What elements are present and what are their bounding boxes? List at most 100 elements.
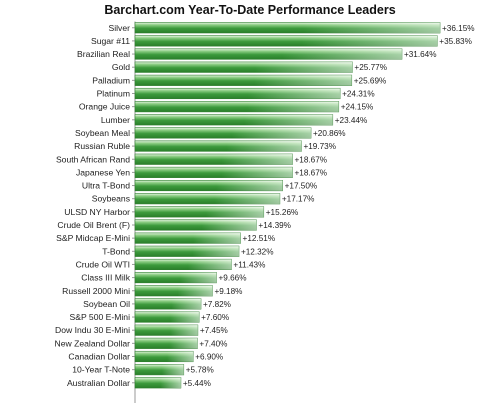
bar-highlight [135,193,280,204]
category-label: Silver [109,23,131,33]
category-label: Ultra T-Bond [82,181,130,191]
category-label: Russell 2000 Mini [62,286,130,296]
value-label: +18.67% [295,168,328,177]
category-label: Russian Ruble [74,141,130,151]
bar-highlight [135,140,302,152]
bar [134,377,182,389]
category-label: Australian Dollar [67,378,130,388]
value-label: +25.77% [354,63,387,72]
value-label: +35.83% [439,37,472,46]
bar [134,180,283,192]
bar-highlight [135,377,181,389]
value-label: +7.60% [201,313,229,322]
bar [134,74,353,86]
value-label: +24.31% [342,90,375,99]
category-label: S&P Midcap E-Mini [56,233,130,243]
value-label: +36.15% [442,24,475,33]
category-label: Soybeans [92,194,130,204]
category-label: Orange Juice [79,102,130,112]
bar-highlight [135,298,201,310]
bar [134,311,200,323]
bar [134,127,312,139]
value-label: +5.44% [183,379,211,388]
value-label: +12.32% [241,247,274,256]
value-label: +23.44% [335,116,368,125]
bar-highlight [135,154,293,165]
value-label: +7.40% [199,339,227,348]
category-label: Lumber [101,115,130,125]
category-label: Class III Milk [81,273,130,283]
category-label: Soybean Oil [83,299,130,309]
value-label: +11.43% [233,260,265,269]
bar [134,114,334,126]
bar-highlight [135,232,241,244]
value-label: +5.78% [186,366,214,375]
bar-highlight [135,114,333,126]
value-label: +7.82% [203,300,231,309]
bar-highlight [135,22,440,33]
bar-highlight [135,167,293,178]
bar-highlight [135,61,353,73]
bar [134,298,202,310]
value-label: +18.67% [295,155,328,164]
category-label: S&P 500 E-Mini [69,312,130,322]
category-label: Brazilian Real [77,49,130,59]
value-label: +14.39% [258,221,291,230]
value-label: +9.18% [214,287,242,296]
bar [134,258,232,271]
category-label: Palladium [92,75,130,85]
bar-highlight [135,259,232,270]
bar-highlight [135,35,438,47]
category-label: Crude Oil Brent (F) [57,220,130,230]
bar-highlight [135,272,217,283]
bar [134,324,199,336]
value-label: +15.26% [266,208,299,217]
bar-highlight [135,127,311,139]
bar-highlight [135,324,198,336]
value-label: +6.90% [195,353,223,362]
category-label: New Zealand Dollar [55,338,131,348]
bar-highlight [135,364,184,375]
bar-highlight [135,206,264,218]
bar [134,48,403,60]
bar-highlight [135,101,339,112]
value-label: +9.66% [219,274,247,283]
value-label: +25.69% [354,76,387,85]
value-label: +31.64% [404,50,437,59]
category-label: Platinum [97,89,130,99]
bar [134,61,353,73]
bar-highlight [135,338,198,349]
chart-title: Barchart.com Year-To-Date Performance Le… [104,3,396,17]
value-label: +24.15% [341,103,374,112]
category-label: Sugar #11 [91,36,130,46]
bar-highlight [135,351,194,362]
category-label: Dow Indu 30 E-Mini [55,325,130,335]
bar-highlight [135,88,341,99]
bar [134,245,240,257]
category-label: Canadian Dollar [68,352,130,362]
value-label: +19.73% [303,142,336,151]
bar-highlight [135,48,402,60]
category-label: Gold [112,62,130,72]
bar [134,337,198,349]
value-label: +17.50% [285,182,318,191]
bar [134,193,281,205]
category-label: Soybean Meal [75,128,130,138]
bar [134,166,293,178]
category-label: ULSD NY Harbor [64,207,130,217]
bar [134,272,217,284]
value-label: +12.51% [243,234,276,243]
value-label: +7.45% [200,326,228,335]
bar [134,153,293,165]
bar-highlight [135,219,257,231]
bar [134,232,241,244]
bar [134,35,438,47]
bar [134,22,441,34]
bar-highlight [135,75,352,86]
category-label: T-Bond [102,246,130,256]
bar [134,87,341,100]
bar-highlight [135,246,239,257]
value-label: +20.86% [313,129,346,138]
bar [134,206,265,218]
